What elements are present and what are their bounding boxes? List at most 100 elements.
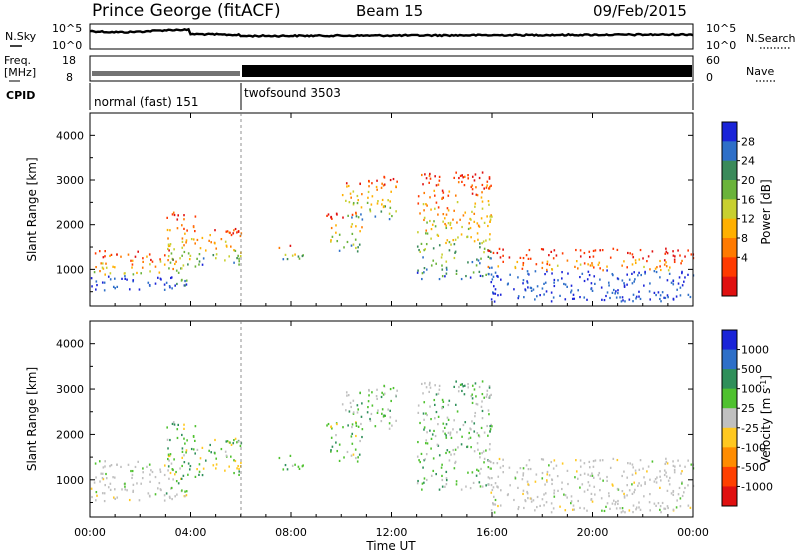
- velocity-cell: [375, 395, 378, 398]
- velocity-cell: [360, 415, 363, 418]
- power-cell: [528, 248, 531, 252]
- velocity-cell: [601, 459, 604, 462]
- velocity-cell: [437, 444, 440, 447]
- velocity-cell: [149, 480, 151, 483]
- power-cell: [534, 270, 537, 273]
- power-cell: [190, 237, 193, 241]
- power-cell: [417, 269, 419, 272]
- velocity-cell: [167, 465, 170, 468]
- velocity-cell: [485, 449, 487, 452]
- power-cell: [489, 233, 491, 236]
- velocity-cell: [388, 422, 391, 425]
- velocity-cell: [597, 474, 600, 477]
- power-cell: [681, 259, 683, 263]
- velocity-cell: [649, 509, 652, 512]
- velocity-cell: [583, 472, 586, 475]
- velocity-cell: [678, 486, 681, 490]
- velocity-cell: [438, 454, 441, 457]
- velocity-cell: [631, 492, 634, 496]
- power-cell: [467, 177, 470, 180]
- velocity-cell: [579, 465, 582, 468]
- velocity-cell: [611, 483, 614, 486]
- power-cell: [102, 267, 105, 270]
- power-cell: [474, 173, 477, 176]
- velocity-cell: [536, 505, 538, 509]
- velocity-cell: [616, 487, 619, 491]
- velocity-cell: [347, 394, 350, 397]
- power-cell: [346, 240, 349, 244]
- power-cell: [487, 200, 490, 203]
- velocity-cell: [490, 509, 493, 512]
- velocity-cell: [351, 423, 354, 426]
- velocity-cell: [376, 397, 378, 401]
- power-cell: [442, 213, 445, 216]
- velocity-cell: [138, 499, 141, 502]
- velocity-cell: [606, 475, 608, 479]
- velocity-cell: [196, 467, 198, 471]
- velocity-cell: [550, 460, 553, 464]
- velocity-cell: [361, 402, 363, 405]
- power-cell: [380, 210, 383, 213]
- velocity-cell: [477, 448, 479, 451]
- power-cell: [487, 255, 490, 258]
- velocity-cell: [454, 403, 457, 406]
- velocity-cell: [687, 504, 690, 507]
- velocity-cell: [367, 400, 370, 403]
- velocity-cell: [633, 481, 635, 484]
- velocity-cell: [116, 496, 119, 499]
- velocity-cell: [343, 456, 345, 459]
- velocity-cell: [553, 489, 556, 492]
- power-cell: [396, 180, 398, 183]
- velocity-cell: [446, 449, 449, 452]
- velocity-cell: [447, 431, 450, 434]
- power-cell: [417, 231, 419, 234]
- power-cell: [677, 249, 679, 252]
- velocity-cell: [361, 428, 364, 431]
- velocity-cell: [282, 468, 285, 471]
- power-cell: [367, 196, 369, 199]
- power-cell: [646, 260, 648, 263]
- velocity-cell: [600, 497, 603, 500]
- colorbar-segment: [722, 330, 737, 351]
- power-cell: [381, 182, 383, 185]
- velocity-cell: [536, 495, 539, 499]
- power-cell: [475, 193, 478, 196]
- power-cell: [356, 194, 359, 198]
- velocity-cell: [198, 463, 201, 466]
- power-cell: [435, 262, 437, 265]
- velocity-cell: [109, 482, 112, 485]
- power-cell: [289, 244, 292, 247]
- velocity-cell: [646, 470, 648, 473]
- velocity-cell: [478, 435, 481, 438]
- velocity-cell: [147, 492, 150, 495]
- velocity-cell: [522, 472, 525, 475]
- power-cell: [579, 263, 582, 266]
- power-cell: [477, 238, 479, 241]
- power-cell: [485, 186, 488, 189]
- power-cell: [458, 176, 460, 180]
- velocity-cell: [445, 477, 448, 480]
- power-cell: [466, 235, 468, 239]
- velocity-cell: [592, 465, 595, 468]
- velocity-cell: [163, 464, 166, 467]
- velocity-heatmap: [90, 380, 695, 514]
- power-cell: [417, 202, 420, 205]
- power-cell: [182, 264, 185, 267]
- power-cell: [571, 297, 574, 300]
- power-cell: [689, 295, 692, 299]
- velocity-cell: [423, 426, 426, 429]
- power-cell: [672, 297, 675, 300]
- power-cell: [614, 292, 616, 295]
- power-cell: [615, 296, 618, 299]
- freq-block-normal: [92, 71, 240, 76]
- power-cell: [577, 289, 579, 292]
- velocity-cell: [104, 460, 106, 463]
- velocity-cell: [447, 418, 450, 421]
- power-cell: [522, 279, 525, 282]
- power-cell: [479, 274, 482, 278]
- power-cell: [101, 266, 104, 269]
- velocity-cell: [381, 412, 383, 415]
- velocity-cell: [132, 483, 135, 486]
- power-cell: [679, 254, 681, 257]
- velocity-cell: [483, 461, 485, 464]
